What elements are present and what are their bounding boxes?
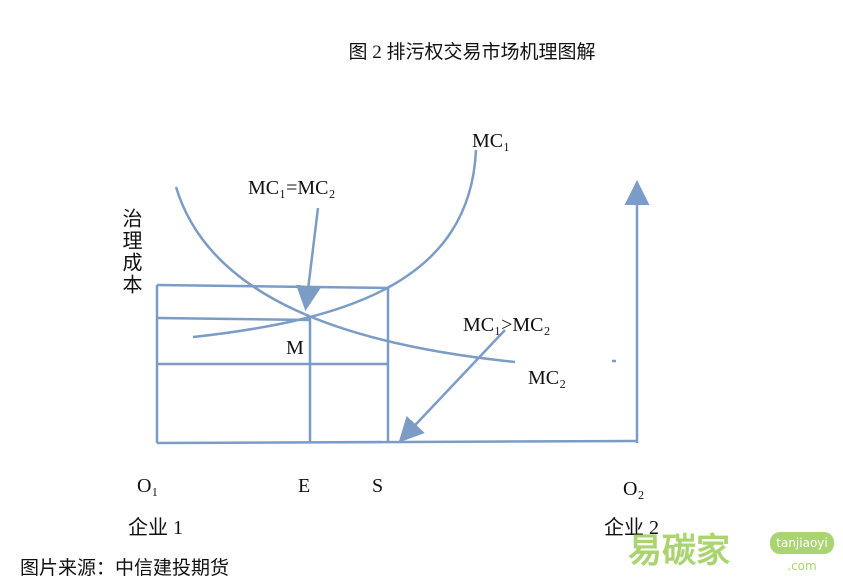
label: MC₁ bbox=[472, 130, 510, 152]
axes bbox=[155, 180, 650, 445]
watermark-brand: 易碳家 bbox=[628, 531, 730, 571]
arrow bbox=[398, 329, 506, 443]
mc1-curve bbox=[192, 149, 478, 339]
label: 企业 1 bbox=[128, 516, 183, 539]
label: E bbox=[298, 475, 310, 497]
label: MC₂ bbox=[528, 367, 566, 389]
label: 企业 2 bbox=[604, 516, 659, 539]
title: 图 2 排污权交易市场机理图解 bbox=[348, 41, 595, 63]
watermark-domain: .com bbox=[787, 559, 816, 573]
label: M bbox=[286, 337, 304, 359]
source: 图片来源：中信建投期货 bbox=[20, 557, 229, 579]
label: MC₁>MC₂ bbox=[463, 314, 550, 336]
label: O₁ bbox=[137, 475, 158, 497]
y-axis-label: 治理成本 bbox=[119, 208, 142, 296]
watermark: 易碳家 tanjiaoyi .com bbox=[628, 531, 834, 573]
watermark-site: tanjiaoyi bbox=[776, 536, 827, 550]
arrow bbox=[296, 207, 321, 311]
label: O₂ bbox=[623, 478, 644, 500]
label: S bbox=[372, 475, 383, 497]
label: MC₁=MC₂ bbox=[248, 177, 335, 199]
